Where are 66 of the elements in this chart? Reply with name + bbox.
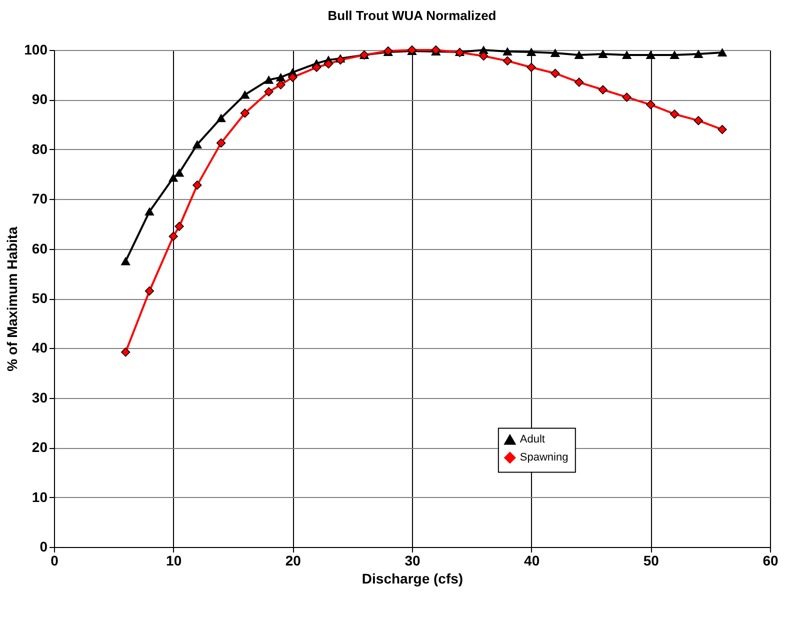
- point: [144, 286, 154, 296]
- x-tick-label: 0: [50, 552, 59, 568]
- point: [174, 168, 184, 177]
- point: [216, 114, 226, 122]
- point: [192, 140, 202, 148]
- point: [168, 174, 178, 182]
- point: [240, 90, 250, 99]
- point: [694, 116, 703, 126]
- y-axis-title: % of Maximum Habita: [4, 226, 20, 372]
- point: [168, 232, 178, 241]
- point: [526, 48, 536, 56]
- point: [276, 80, 286, 90]
- point: [121, 257, 130, 266]
- y-tick-label: 0: [40, 538, 48, 554]
- point: [264, 76, 274, 84]
- point: [646, 50, 656, 59]
- point: [144, 208, 154, 216]
- point: [574, 78, 584, 87]
- point: [502, 56, 512, 66]
- point: [312, 62, 322, 72]
- y-tick-label: 80: [32, 140, 48, 157]
- point: [598, 85, 608, 94]
- y-tick-label: 70: [32, 190, 48, 207]
- point: [526, 62, 536, 72]
- y-tick-label: 10: [32, 488, 48, 505]
- x-tick-label: 50: [643, 552, 660, 568]
- point: [288, 72, 298, 82]
- point: [598, 50, 608, 58]
- point: [264, 87, 274, 96]
- x-tick-label: 10: [166, 552, 182, 568]
- y-tick-label: 90: [32, 91, 48, 108]
- point: [174, 222, 184, 232]
- point: [694, 50, 703, 58]
- y-tick-label: 30: [32, 389, 48, 406]
- y-tick-label: 100: [24, 42, 48, 58]
- chart-title: Bull Trout WUA Normalized: [328, 8, 496, 23]
- point: [216, 138, 226, 148]
- x-tick-label: 40: [524, 552, 540, 568]
- point: [718, 124, 727, 134]
- point: [324, 59, 334, 68]
- point: [622, 50, 632, 59]
- point: [574, 50, 584, 59]
- point: [550, 68, 560, 78]
- x-axis-title: Discharge (cfs): [362, 570, 464, 586]
- point: [670, 50, 680, 59]
- y-tick-label: 40: [32, 340, 48, 356]
- point: [479, 51, 488, 61]
- x-tick-label: 30: [404, 552, 420, 568]
- point: [121, 348, 130, 357]
- point: [550, 48, 560, 58]
- point: [336, 55, 345, 65]
- legend-label: Spawning: [520, 452, 568, 464]
- point: [622, 92, 632, 102]
- y-tick-label: 50: [32, 290, 48, 306]
- point: [718, 48, 727, 57]
- point: [240, 108, 250, 118]
- point: [502, 47, 512, 56]
- point: [646, 100, 656, 110]
- legend-label: Adult: [520, 434, 545, 446]
- x-tick-label: 20: [285, 552, 302, 568]
- point: [670, 110, 680, 119]
- x-tick-label: 60: [762, 552, 778, 568]
- point: [192, 180, 202, 190]
- y-tick-label: 20: [32, 439, 48, 456]
- y-tick-label: 60: [32, 240, 48, 256]
- point: [276, 73, 286, 82]
